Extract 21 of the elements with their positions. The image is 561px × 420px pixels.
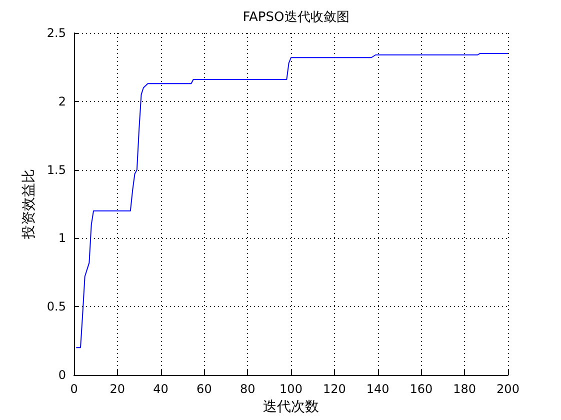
x-tick-label: 80 <box>240 382 256 396</box>
x-tick-label: 0 <box>70 382 78 396</box>
x-tick-label: 40 <box>153 382 168 396</box>
x-tick-label: 160 <box>410 382 433 396</box>
x-tick-label: 180 <box>453 382 476 396</box>
y-tick-label: 0 <box>58 368 66 382</box>
y-tick-label: 2.5 <box>46 26 66 40</box>
y-tick-label: 1.5 <box>46 162 66 177</box>
x-tick-label: 100 <box>280 382 302 396</box>
x-tick-label: 200 <box>496 382 520 396</box>
x-axis-title: 迭代次数 <box>263 398 319 415</box>
x-tick-label: 140 <box>366 382 390 396</box>
y-tick-label: 0.5 <box>46 300 66 314</box>
line-series <box>76 53 508 348</box>
y-axis-title: 投资效益比 <box>21 169 38 240</box>
y-tick-label: 1 <box>58 231 66 246</box>
x-tick-label: 60 <box>196 382 212 396</box>
chart-title: FAPSO迭代收敛图 <box>242 10 350 25</box>
x-tick-label: 120 <box>322 382 346 396</box>
y-tick-label: 2 <box>58 94 66 108</box>
x-tick-label: 20 <box>110 382 126 396</box>
